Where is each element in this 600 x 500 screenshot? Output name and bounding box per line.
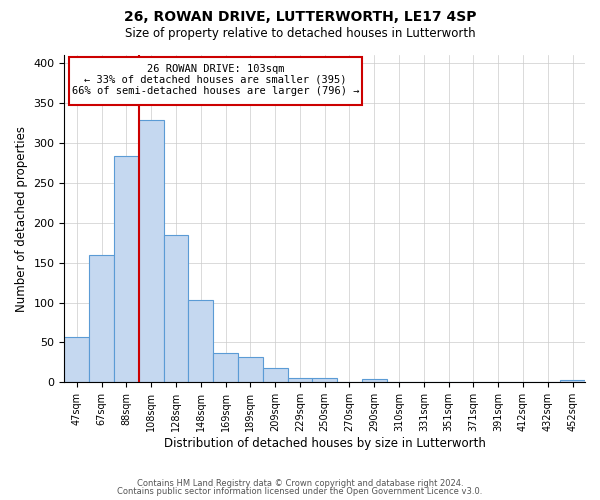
X-axis label: Distribution of detached houses by size in Lutterworth: Distribution of detached houses by size … xyxy=(164,437,485,450)
Text: 66% of semi-detached houses are larger (796) →: 66% of semi-detached houses are larger (… xyxy=(72,86,359,96)
Bar xyxy=(560,380,585,382)
Bar xyxy=(139,120,164,382)
Bar xyxy=(114,156,139,382)
Text: Contains HM Land Registry data © Crown copyright and database right 2024.: Contains HM Land Registry data © Crown c… xyxy=(137,478,463,488)
Bar xyxy=(313,378,337,382)
Text: Size of property relative to detached houses in Lutterworth: Size of property relative to detached ho… xyxy=(125,28,475,40)
Text: Contains public sector information licensed under the Open Government Licence v3: Contains public sector information licen… xyxy=(118,487,482,496)
Bar xyxy=(89,254,114,382)
Text: ← 33% of detached houses are smaller (395): ← 33% of detached houses are smaller (39… xyxy=(85,75,347,85)
Bar xyxy=(238,357,263,382)
Bar xyxy=(213,353,238,382)
Bar xyxy=(263,368,287,382)
Bar xyxy=(164,234,188,382)
FancyBboxPatch shape xyxy=(70,56,362,104)
Text: 26, ROWAN DRIVE, LUTTERWORTH, LE17 4SP: 26, ROWAN DRIVE, LUTTERWORTH, LE17 4SP xyxy=(124,10,476,24)
Bar xyxy=(287,378,313,382)
Text: 26 ROWAN DRIVE: 103sqm: 26 ROWAN DRIVE: 103sqm xyxy=(147,64,284,74)
Bar xyxy=(188,300,213,382)
Bar xyxy=(64,337,89,382)
Y-axis label: Number of detached properties: Number of detached properties xyxy=(15,126,28,312)
Bar xyxy=(362,379,386,382)
